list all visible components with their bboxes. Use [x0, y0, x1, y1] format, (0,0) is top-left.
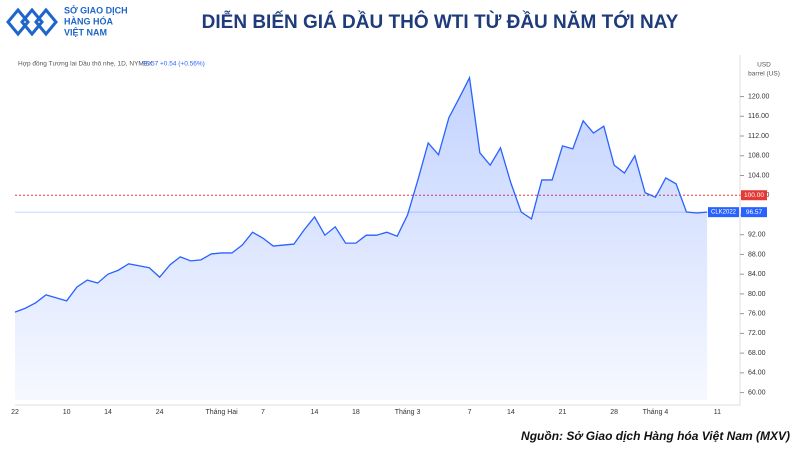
symbol-label: CLK2022 — [711, 210, 737, 216]
price-label: 96.57 — [746, 209, 763, 216]
y-tick-label: 92.00 — [748, 232, 766, 239]
area — [15, 77, 708, 400]
unit-label: USD — [757, 62, 771, 69]
ref-label: 100.00 — [744, 192, 764, 199]
x-tick-label: 10 — [63, 409, 71, 416]
y-tick-label: 112.00 — [748, 133, 769, 140]
logo-text: HÀNG HÓA — [64, 15, 113, 26]
y-tick-label: 120.00 — [748, 93, 770, 100]
logo-mark — [6, 7, 58, 37]
ref-box — [741, 190, 767, 201]
y-tick-label: 88.00 — [748, 251, 766, 258]
x-tick-label: Tháng Hai — [205, 409, 238, 416]
x-tick-label: 11 — [714, 409, 721, 416]
price-box — [741, 207, 767, 218]
x-tick-label: 7 — [261, 409, 265, 416]
y-tick-label: 64.00 — [748, 370, 766, 377]
x-tick-label: 14 — [507, 409, 515, 416]
y-tick-label: 116.00 — [748, 113, 769, 120]
x-tick-label: Tháng 3 — [395, 409, 421, 416]
unit-label: barrel (US) — [748, 71, 780, 78]
x-tick-label: 21 — [559, 409, 567, 416]
chart-subtitle: Hợp đồng Tương lai Dầu thô nhẹ, 1D, NYME… — [18, 59, 153, 68]
y-tick-label: 80.00 — [748, 291, 766, 298]
x-tick-label: 18 — [352, 409, 360, 416]
x-tick-label: 14 — [311, 409, 319, 416]
x-tick-label: 28 — [610, 409, 618, 416]
x-tick-label: 14 — [104, 409, 112, 416]
y-tick-label: 104.00 — [748, 172, 770, 179]
x-tick-label: Tháng 4 — [643, 409, 669, 416]
y-tick-label: 60.00 — [748, 389, 766, 396]
y-tick-label: 72.00 — [748, 330, 766, 337]
x-tick-label: 24 — [156, 409, 164, 416]
y-tick-label: 76.00 — [748, 310, 766, 317]
quote-last: 96.57 — [142, 61, 159, 68]
x-tick-label: 7 — [468, 409, 472, 416]
line — [14, 75, 708, 313]
quote-change: +0.54 (+0.56%) — [160, 61, 205, 68]
logo-text: VIỆT NAM — [64, 26, 107, 37]
x-tick-label: 22 — [11, 409, 19, 416]
symbol-box — [708, 207, 739, 218]
chart-title: DIỄN BIẾN GIÁ DẦU THÔ WTI TỪ ĐẦU NĂM TỚI… — [202, 11, 679, 33]
y-tick-label: 68.00 — [748, 350, 766, 357]
y-tick-label: 108.00 — [748, 153, 770, 160]
y-tick-label: 84.00 — [748, 271, 766, 278]
source: Nguồn: Sở Giao dịch Hàng hóa Việt Nam (M… — [521, 429, 790, 443]
logo-text: SỞ GIAO DỊCH — [64, 4, 128, 15]
